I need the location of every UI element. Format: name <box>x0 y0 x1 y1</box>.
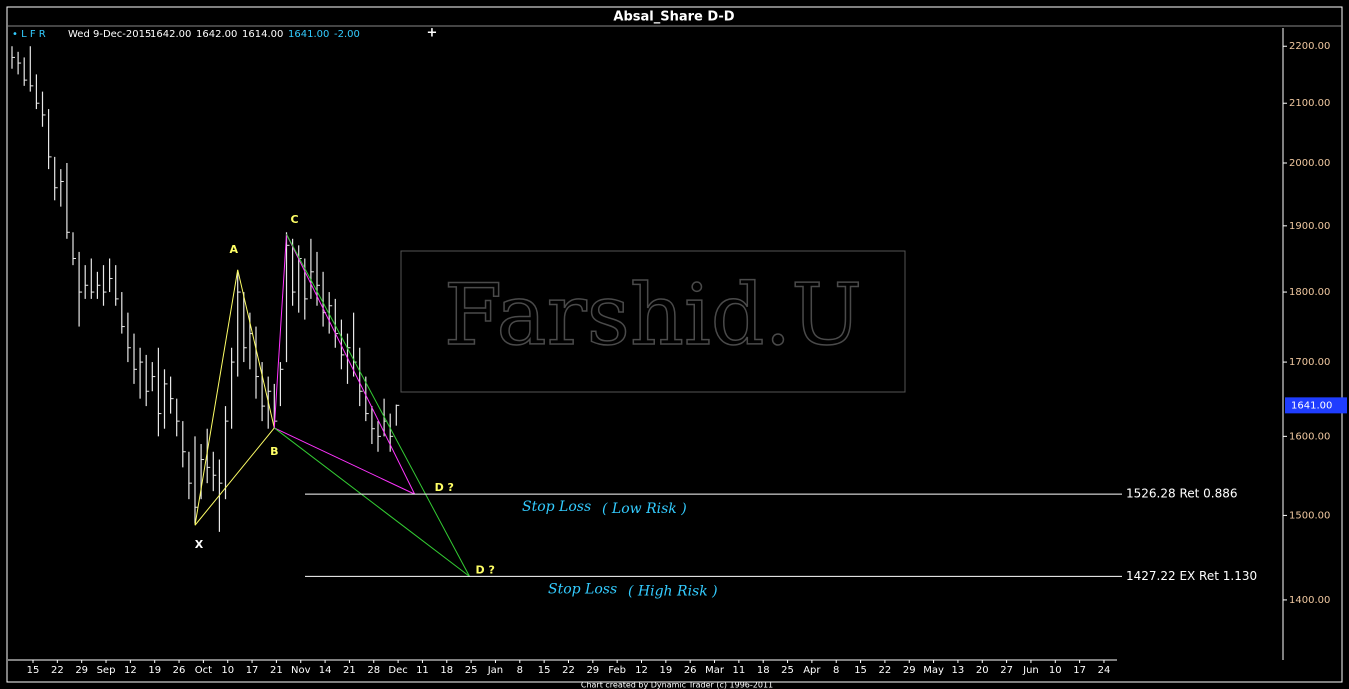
x-tick-label: 18 <box>757 665 770 676</box>
y-tick-label: 1900.00 <box>1289 221 1330 232</box>
level-label: 1526.28 Ret 0.886 <box>1126 487 1238 501</box>
pattern-leg <box>237 269 275 429</box>
x-tick-label: 15 <box>538 665 551 676</box>
last-price-label: 1641.00 <box>1291 400 1332 411</box>
pattern-point-label: D ? <box>435 481 454 494</box>
frame <box>6 6 1343 683</box>
x-tick-label: May <box>923 665 944 676</box>
header-low: 1614.00 <box>242 29 283 40</box>
x-tick-label: 21 <box>270 665 283 676</box>
last-price-box <box>1285 397 1347 414</box>
y-tick-label: 1500.00 <box>1289 510 1330 521</box>
watermark-box <box>400 250 906 393</box>
x-tick-label: Dec <box>388 665 407 676</box>
x-tick-label: 21 <box>343 665 356 676</box>
x-tick-label: Apr <box>803 665 821 676</box>
pattern-point-label: X <box>195 538 204 551</box>
pattern-leg <box>273 234 287 428</box>
pattern-point-label: D ? <box>476 563 495 576</box>
x-tick-label: Mar <box>705 665 725 676</box>
y-tick-label: 1700.00 <box>1289 357 1330 368</box>
header-high: 1642.00 <box>196 29 237 40</box>
x-tick-label: 8 <box>833 665 839 676</box>
y-tick-label: 2100.00 <box>1289 98 1330 109</box>
x-tick-label: 24 <box>1098 665 1111 676</box>
x-tick-label: 22 <box>879 665 892 676</box>
x-tick-label: 19 <box>148 665 161 676</box>
x-tick-label: 20 <box>976 665 989 676</box>
x-tick-label: Sep <box>97 665 116 676</box>
x-tick-label: 29 <box>903 665 916 676</box>
header-date: Wed 9-Dec-2015 <box>68 29 151 40</box>
x-tick-label: 29 <box>586 665 599 676</box>
x-tick-label: 10 <box>1049 665 1062 676</box>
crosshair-marker: + <box>427 26 438 41</box>
x-tick-label: 15 <box>27 665 40 676</box>
pattern-leg <box>274 427 415 495</box>
x-tick-label: 10 <box>221 665 234 676</box>
x-tick-label: Feb <box>608 665 626 676</box>
x-tick-label: 11 <box>732 665 745 676</box>
x-tick-label: Jun <box>1022 665 1039 676</box>
stop-loss-note: Stop Loss <box>548 581 617 597</box>
pattern-point-label: C <box>290 213 298 226</box>
risk-note: ( Low Risk ) <box>602 501 687 517</box>
header-change: -2.00 <box>334 29 360 40</box>
x-tick-label: 17 <box>246 665 259 676</box>
risk-note: ( High Risk ) <box>628 583 718 599</box>
y-tick-label: 1600.00 <box>1289 431 1330 442</box>
x-tick-label: 25 <box>465 665 478 676</box>
x-tick-label: 22 <box>562 665 575 676</box>
y-tick-label: 2000.00 <box>1289 158 1330 169</box>
level-label: 1427.22 EX Ret 1.130 <box>1126 569 1257 583</box>
y-tick-label: 2200.00 <box>1289 41 1330 52</box>
x-tick-label: Nov <box>291 665 311 676</box>
x-tick-label: 12 <box>124 665 137 676</box>
pattern-point-label: A <box>229 243 238 256</box>
x-tick-label: 26 <box>684 665 697 676</box>
y-tick-label: 1800.00 <box>1289 287 1330 298</box>
x-tick-label: 11 <box>416 665 429 676</box>
x-tick-label: 17 <box>1073 665 1086 676</box>
x-tick-label: Oct <box>195 665 212 676</box>
x-tick-label: 15 <box>854 665 867 676</box>
x-tick-label: 27 <box>1000 665 1013 676</box>
x-tick-label: 18 <box>440 665 453 676</box>
header-flags: • L F R <box>12 29 46 40</box>
stop-loss-note: Stop Loss <box>522 499 591 515</box>
header-close: 1641.00 <box>288 29 329 40</box>
footer: Chart created by Dynamic Trader (c) 1996… <box>581 681 773 689</box>
x-tick-label: 25 <box>781 665 794 676</box>
x-tick-label: 12 <box>635 665 648 676</box>
header-open: 1642.00 <box>150 29 191 40</box>
watermark: Farshid.U <box>444 266 862 364</box>
y-tick-label: 1400.00 <box>1289 595 1330 606</box>
x-tick-label: Jan <box>487 665 503 676</box>
chart-title: Absal_Share D-D <box>613 10 734 25</box>
x-tick-label: 28 <box>367 665 380 676</box>
pattern-leg <box>194 269 239 526</box>
pattern-leg <box>286 234 416 495</box>
x-tick-label: 8 <box>517 665 523 676</box>
x-tick-label: 19 <box>659 665 672 676</box>
x-tick-label: 22 <box>51 665 64 676</box>
x-tick-label: 29 <box>75 665 88 676</box>
x-tick-label: 14 <box>319 665 332 676</box>
x-tick-label: 13 <box>952 665 965 676</box>
pattern-leg <box>286 234 470 577</box>
pattern-point-label: B <box>270 445 278 458</box>
x-tick-label: 26 <box>173 665 186 676</box>
pattern-leg <box>273 427 470 577</box>
pattern-leg <box>194 427 275 526</box>
